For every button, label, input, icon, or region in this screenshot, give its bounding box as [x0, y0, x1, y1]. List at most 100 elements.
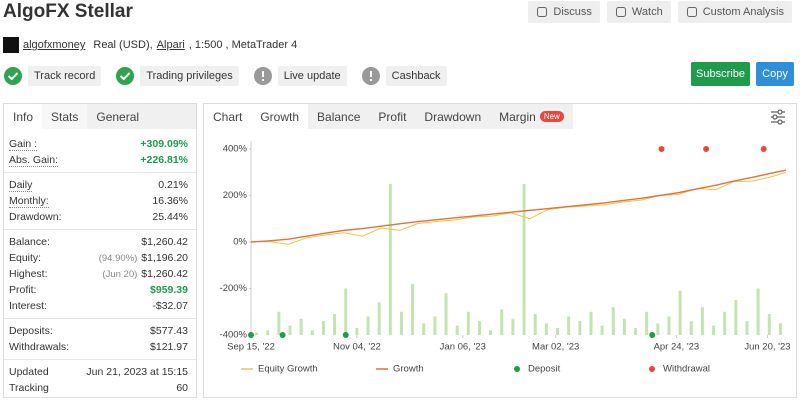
stat-label: Profit:	[9, 284, 37, 296]
icon-shape	[686, 7, 697, 17]
stat-value-wrap: $959.39	[150, 284, 188, 296]
event-marker	[248, 332, 254, 338]
bar	[500, 309, 504, 335]
event-marker	[703, 146, 710, 152]
bar	[723, 311, 727, 335]
bar	[556, 328, 560, 335]
badge: Trading privileges	[115, 66, 239, 86]
header-button[interactable]: Custom Analysis	[677, 1, 792, 23]
subscribe-button[interactable]: Subscribe	[691, 62, 750, 86]
stats-tab[interactable]: General	[96, 109, 140, 124]
stats-tab[interactable]: Stats	[42, 104, 88, 129]
chart-tab[interactable]: Chart	[204, 104, 252, 129]
stat-value-wrap: 25.44%	[152, 211, 188, 223]
bar	[544, 323, 548, 335]
icon-mark	[369, 71, 372, 77]
chart-panel: Chart Growth Balance Profit Drawdown Margin Ne…	[203, 103, 797, 398]
event-marker	[658, 146, 665, 152]
bar	[567, 316, 571, 335]
legend-label: Deposit	[528, 364, 561, 375]
account-text: Real (USD),	[93, 39, 153, 51]
stats-row: Deposits: $577.43	[4, 323, 196, 339]
badge-label: Track record	[28, 66, 102, 86]
header-buttons: Discuss Watch Custom Analysis	[528, 1, 792, 23]
header-button[interactable]: Watch	[606, 1, 671, 23]
settings-icon[interactable]	[768, 107, 788, 127]
bar	[455, 325, 459, 335]
bar	[678, 290, 682, 335]
icon-mark	[261, 79, 264, 81]
chart-tabs: Chart Growth Balance Profit Drawdown Margin Ne…	[204, 104, 573, 129]
stat-label: Tracking	[9, 382, 49, 394]
chart-tab[interactable]: Profit	[369, 104, 415, 129]
stat-label: Abs. Gain:	[9, 153, 59, 167]
broker-link[interactable]: Alpari	[156, 39, 185, 51]
header-button[interactable]: Discuss	[528, 1, 600, 23]
bar	[611, 307, 615, 335]
account-row: algofxmoney Real (USD), Alpari , 1:500 ,…	[3, 37, 297, 53]
user-link[interactable]: algofxmoney	[23, 39, 86, 51]
bar	[477, 321, 481, 335]
y-tick-label: 0%	[233, 237, 247, 248]
bar	[466, 311, 470, 335]
bar	[399, 311, 403, 335]
bar	[333, 314, 337, 335]
bar	[277, 311, 281, 335]
icon-circle	[116, 67, 135, 85]
stats-tab[interactable]: Info	[4, 104, 43, 129]
bar	[645, 311, 649, 335]
line-series	[250, 171, 787, 245]
bar	[355, 328, 359, 335]
badge-label: Live update	[277, 66, 347, 86]
stats-row: Highest: (Jun 20) $1,260.42	[4, 266, 196, 282]
button-label: Watch	[631, 6, 663, 18]
stat-value: $1,260.42	[141, 236, 188, 248]
legend-swatch	[514, 366, 520, 372]
bar	[433, 316, 437, 335]
bar	[344, 288, 348, 335]
stat-value: 25.44%	[152, 211, 188, 223]
event-marker	[649, 332, 656, 338]
legend-label: Growth	[393, 364, 424, 375]
stat-value-wrap: 0.21%	[158, 179, 188, 191]
x-tick-label: Sep 15, '22	[227, 342, 275, 353]
bar	[522, 183, 526, 335]
chart-tab[interactable]: Balance	[308, 104, 369, 129]
stat-value: -$32.07	[152, 300, 188, 312]
badge: Live update	[253, 66, 347, 86]
stat-value-wrap: 16.36%	[152, 195, 188, 207]
chart-tab[interactable]: Growth	[251, 104, 309, 129]
chart-tab[interactable]: Margin New	[490, 104, 573, 129]
stat-value: $121.97	[150, 341, 188, 353]
bar	[366, 316, 370, 335]
stats-row: Profit: $959.39	[4, 282, 196, 298]
stats-group: Balance: $1,260.42 Equity: (94.90%) $1,196.2…	[4, 230, 196, 319]
button-label: Custom Analysis	[702, 6, 784, 18]
stats-group: Updated Jun 21, 2023 at 15:15 Tracking 60	[4, 360, 196, 400]
bar	[712, 325, 716, 335]
bar	[756, 288, 760, 335]
stat-label: Updated	[9, 366, 49, 378]
bar	[578, 321, 582, 335]
stat-value-wrap: $1,260.42	[141, 236, 188, 248]
stat-value-wrap: $577.43	[150, 325, 188, 337]
bar	[266, 330, 270, 335]
stat-note: (Jun 20)	[102, 269, 138, 280]
chart-header: Chart Growth Balance Profit Drawdown Margin Ne…	[204, 104, 796, 129]
copy-button[interactable]: Copy	[756, 62, 794, 86]
bar	[745, 321, 749, 335]
bar	[377, 302, 381, 335]
stat-label: Daily	[9, 178, 33, 192]
icon-shape	[537, 7, 548, 17]
bar	[388, 183, 392, 335]
event-marker	[342, 332, 349, 338]
title: AlgoFX Stellar	[3, 1, 133, 22]
bar	[422, 323, 426, 335]
chart-tab[interactable]: Drawdown	[415, 104, 490, 129]
stat-value: Jun 21, 2023 at 15:15	[86, 366, 188, 378]
stat-label: Interest:	[9, 300, 47, 312]
stat-value: +309.09%	[140, 138, 188, 150]
stats-row: Withdrawals: $121.97	[4, 339, 196, 355]
bar	[511, 318, 515, 335]
stat-note: (94.90%)	[98, 253, 138, 264]
